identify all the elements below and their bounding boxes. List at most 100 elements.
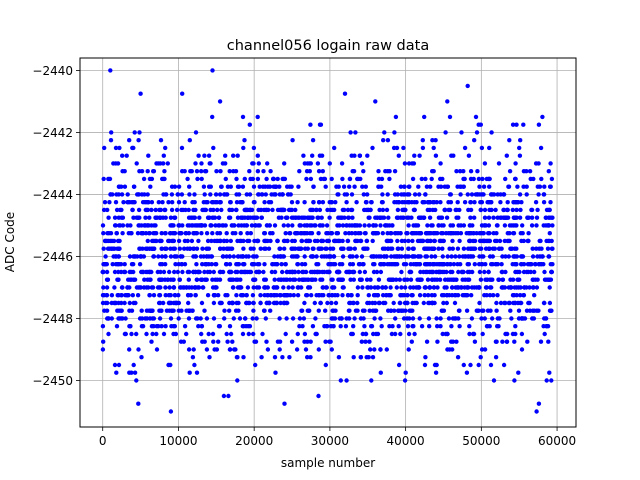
data-point bbox=[501, 192, 506, 197]
data-point bbox=[186, 300, 191, 306]
data-point bbox=[511, 231, 517, 236]
data-point bbox=[248, 176, 253, 182]
data-point bbox=[211, 269, 216, 275]
data-point bbox=[515, 300, 521, 306]
data-point bbox=[299, 262, 305, 267]
data-point bbox=[412, 207, 417, 213]
data-point bbox=[330, 285, 335, 290]
data-point bbox=[227, 254, 232, 259]
data-point bbox=[340, 285, 345, 290]
data-point bbox=[159, 254, 165, 259]
data-point bbox=[211, 339, 216, 344]
data-point bbox=[425, 207, 430, 213]
data-point bbox=[422, 293, 427, 298]
data-point bbox=[381, 300, 386, 306]
data-point bbox=[428, 200, 433, 205]
data-point bbox=[204, 231, 210, 236]
data-point bbox=[319, 215, 324, 220]
data-point bbox=[474, 130, 480, 135]
data-point bbox=[376, 184, 381, 189]
data-point bbox=[458, 169, 463, 174]
data-point bbox=[268, 200, 274, 205]
data-point bbox=[513, 161, 518, 166]
data-point bbox=[393, 316, 398, 321]
data-point bbox=[129, 231, 134, 236]
data-point bbox=[139, 231, 145, 236]
data-point bbox=[304, 176, 309, 182]
data-point bbox=[482, 215, 488, 220]
data-point bbox=[491, 378, 497, 383]
data-point bbox=[460, 293, 465, 298]
data-point bbox=[129, 262, 135, 267]
data-point bbox=[517, 192, 523, 197]
data-point bbox=[153, 215, 159, 220]
data-point bbox=[464, 308, 470, 313]
data-point bbox=[130, 207, 135, 213]
data-point bbox=[127, 324, 132, 329]
data-point bbox=[484, 176, 489, 182]
data-point bbox=[535, 254, 540, 259]
data-point bbox=[368, 277, 373, 282]
data-point bbox=[375, 293, 380, 298]
data-point bbox=[163, 254, 168, 259]
data-point bbox=[310, 246, 316, 251]
data-point bbox=[383, 285, 388, 290]
data-point bbox=[307, 161, 312, 166]
data-point bbox=[251, 246, 256, 251]
data-point bbox=[185, 269, 190, 275]
data-point bbox=[378, 269, 384, 275]
data-point bbox=[398, 184, 404, 189]
data-point bbox=[529, 215, 535, 220]
data-point bbox=[203, 262, 209, 267]
data-point bbox=[324, 254, 329, 259]
data-point bbox=[516, 370, 521, 375]
data-point bbox=[510, 207, 515, 213]
data-point bbox=[122, 262, 127, 267]
data-point bbox=[155, 269, 160, 275]
data-point bbox=[482, 207, 488, 213]
data-point bbox=[206, 184, 212, 189]
data-point bbox=[336, 277, 341, 282]
data-point bbox=[339, 316, 344, 321]
data-point bbox=[470, 269, 475, 275]
data-point bbox=[398, 300, 403, 306]
data-point bbox=[480, 331, 485, 337]
outlier-point bbox=[536, 401, 542, 406]
data-point bbox=[521, 184, 526, 189]
data-point bbox=[179, 231, 184, 236]
data-point bbox=[127, 300, 132, 306]
data-point bbox=[246, 331, 251, 337]
data-point bbox=[449, 285, 455, 290]
data-point bbox=[309, 231, 315, 236]
data-point bbox=[218, 238, 223, 244]
data-point bbox=[251, 184, 257, 189]
data-point bbox=[410, 238, 415, 244]
data-point bbox=[514, 122, 519, 127]
data-point bbox=[214, 169, 219, 174]
data-point bbox=[309, 293, 314, 298]
data-point bbox=[206, 331, 211, 337]
data-point bbox=[407, 308, 412, 313]
data-point bbox=[163, 285, 168, 290]
data-point bbox=[176, 200, 182, 205]
data-point bbox=[482, 269, 487, 275]
data-point bbox=[309, 277, 314, 282]
data-point bbox=[345, 293, 351, 298]
data-point bbox=[211, 300, 217, 306]
data-point bbox=[365, 285, 370, 290]
data-point bbox=[295, 200, 300, 205]
data-point bbox=[205, 238, 211, 244]
data-point bbox=[395, 238, 400, 244]
data-point bbox=[187, 138, 192, 143]
data-point bbox=[114, 370, 119, 375]
data-point bbox=[296, 285, 301, 290]
data-point bbox=[172, 269, 177, 275]
data-point bbox=[188, 169, 193, 174]
data-point bbox=[355, 293, 360, 298]
data-point bbox=[194, 231, 200, 236]
data-point bbox=[247, 300, 252, 306]
data-point bbox=[166, 200, 171, 205]
data-point bbox=[298, 223, 304, 228]
data-point bbox=[524, 269, 529, 275]
data-point bbox=[330, 277, 335, 282]
